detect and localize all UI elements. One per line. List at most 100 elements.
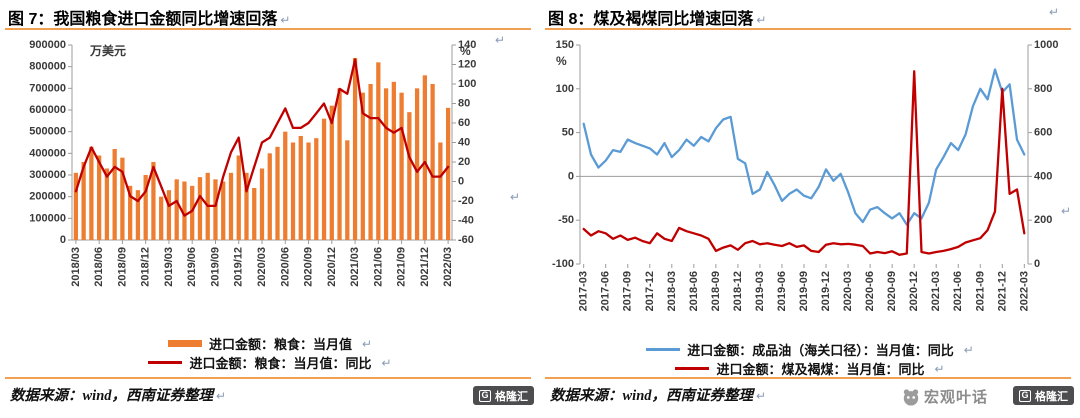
line-series-swatch — [675, 367, 710, 370]
svg-text:2019/09: 2019/09 — [209, 247, 221, 287]
line-break-mark: ↵ — [1049, 5, 1060, 19]
series-0-bar — [73, 58, 451, 241]
svg-text:2017-09: 2017-09 — [622, 271, 634, 311]
figure7-panel: 图 7：我国粮食进口金额同比增速回落 ↵ ↵ 0 100000 200000 30000… — [0, 11, 540, 405]
svg-text:2020/03: 2020/03 — [256, 247, 268, 287]
figure7-source: 数据来源：wind，西南证券整理 ↵ — [10, 384, 226, 405]
svg-text:2018-06: 2018-06 — [688, 271, 700, 311]
gelonghui-logo: G 格隆汇 — [473, 386, 534, 405]
y-axis-right-ticks: -60 -40 -20 0 20 40 60 80 100 120 140 — [452, 39, 476, 246]
figure8-source: 数据来源：wind，西南证券整理 ↵ — [550, 384, 766, 405]
svg-text:100000: 100000 — [29, 212, 66, 224]
figure8-panel: 图 8：煤及褐煤同比增速回落 ↵ ↵ -100 -50 0 50 100 150 0 200 40… — [540, 0, 1080, 418]
svg-text:800: 800 — [1034, 83, 1052, 95]
svg-text:400000: 400000 — [29, 147, 66, 159]
svg-text:2018/03: 2018/03 — [70, 247, 82, 287]
svg-text:2019-09: 2019-09 — [798, 271, 810, 311]
svg-text:120: 120 — [458, 59, 476, 71]
svg-text:200: 200 — [1034, 214, 1052, 226]
svg-text:2020/06: 2020/06 — [279, 247, 291, 287]
source-text: 数据来源：wind，西南证券整理 — [550, 388, 754, 404]
svg-text:-20: -20 — [458, 195, 474, 207]
svg-text:600000: 600000 — [29, 104, 66, 116]
hongguanyehua-watermark: 宏观叶话 — [902, 386, 988, 407]
bar-series-swatch — [167, 340, 202, 347]
line-break-mark: ↵ — [1061, 204, 1072, 218]
svg-text:2021-09: 2021-09 — [974, 271, 986, 311]
coal-import-chart: -100 -50 0 50 100 150 0 200 400 600 800 1000 2017-03… — [552, 39, 1059, 311]
source-text: 数据来源：wind，西南证券整理 — [10, 388, 214, 404]
svg-text:2017-12: 2017-12 — [644, 271, 656, 311]
gelonghui-brand-text: 格隆汇 — [1035, 390, 1068, 403]
svg-text:%: % — [556, 54, 567, 68]
figure7-title: 图 7：我国粮食进口金额同比增速回落 — [8, 11, 278, 28]
svg-text:2020/09: 2020/09 — [303, 247, 315, 287]
svg-text:0: 0 — [568, 170, 574, 182]
svg-text:1000: 1000 — [1034, 39, 1058, 51]
svg-text:900000: 900000 — [29, 39, 66, 51]
divider-line-top — [545, 28, 1071, 30]
series-1-line — [582, 70, 1026, 256]
figure8-title-row: 图 8：煤及褐煤同比增速回落 ↵ — [548, 5, 766, 29]
svg-text:0: 0 — [60, 234, 66, 246]
gelonghui-g-icon: G — [479, 389, 491, 402]
line-break-mark: ↵ — [963, 342, 974, 357]
legend-label: 进口金额：粮食：当月值 — [208, 337, 352, 352]
svg-text:-60: -60 — [458, 234, 474, 246]
svg-text:2021-12: 2021-12 — [996, 271, 1008, 311]
line-break-mark: ↵ — [495, 33, 506, 47]
grain-import-chart: 0 100000 200000 300000 400000 500000 600000 700… — [29, 39, 476, 287]
line-break-mark: ↵ — [280, 13, 291, 27]
axis-unit-labels: 万美元% — [89, 43, 471, 58]
legend-label: 进口金额：成品油（海关口径）：当月值：同比 — [687, 343, 954, 358]
svg-text:140: 140 — [458, 39, 476, 51]
svg-text:100: 100 — [556, 83, 574, 95]
legend-item-coal-yoy: 进口金额：煤及褐煤：当月值：同比 ↵ — [540, 359, 1080, 378]
svg-text:400: 400 — [1034, 170, 1052, 182]
divider-line-bottom — [5, 377, 531, 379]
svg-text:2021/09: 2021/09 — [396, 247, 408, 287]
line-series-swatch — [646, 348, 681, 351]
svg-text:2022/03: 2022/03 — [442, 247, 454, 287]
legend-item-grain-yoy: 进口金额：粮食：当月值：同比 ↵ — [0, 353, 540, 372]
svg-text:2020/12: 2020/12 — [326, 247, 338, 287]
figure8-title: 图 8：煤及褐煤同比增速回落 — [548, 11, 754, 28]
svg-text:2019-03: 2019-03 — [754, 271, 766, 311]
svg-text:-50: -50 — [558, 214, 574, 226]
x-axis-labels: 2017-03 2017-06 2017-09 2017-12 2018-03 2018-… — [578, 264, 1030, 311]
svg-text:2020-06: 2020-06 — [864, 271, 876, 311]
line-break-mark: ↵ — [216, 389, 227, 403]
svg-text:600: 600 — [1034, 127, 1052, 139]
svg-text:2021-06: 2021-06 — [952, 271, 964, 311]
series-1-line — [74, 58, 450, 217]
svg-text:2019/12: 2019/12 — [233, 247, 245, 287]
axis-unit-labels: % — [556, 54, 567, 68]
hongguanyehua-text: 宏观叶话 — [923, 389, 988, 406]
svg-text:2020-03: 2020-03 — [842, 271, 854, 311]
svg-text:2018/06: 2018/06 — [93, 247, 105, 287]
svg-text:200000: 200000 — [29, 191, 66, 203]
legend-item-oil-yoy: 进口金额：成品油（海关口径）：当月值：同比 ↵ — [540, 340, 1080, 359]
svg-text:%: % — [460, 44, 471, 58]
svg-text:2021/06: 2021/06 — [372, 247, 384, 287]
y-axis-left-ticks: -100 -50 0 50 100 150 — [552, 39, 580, 270]
svg-text:2021/12: 2021/12 — [419, 247, 431, 287]
line-break-mark: ↵ — [934, 361, 945, 376]
hongguanyehua-logo-icon — [903, 388, 919, 406]
svg-text:20: 20 — [458, 156, 470, 168]
svg-text:-40: -40 — [458, 215, 474, 227]
line-break-mark: ↵ — [381, 355, 392, 370]
figure7-legend: 进口金额：粮食：当月值 ↵ 进口金额：粮食：当月值：同比 ↵ — [0, 334, 540, 372]
svg-text:2019-12: 2019-12 — [820, 271, 832, 311]
svg-text:50: 50 — [562, 127, 574, 139]
svg-text:40: 40 — [458, 137, 470, 149]
svg-text:300000: 300000 — [29, 169, 66, 181]
svg-text:万美元: 万美元 — [89, 43, 126, 58]
x-axis-labels: 2018/03 2018/06 2018/09 2018/12 2019/03 2019/… — [70, 240, 454, 287]
svg-text:2018/09: 2018/09 — [116, 247, 128, 287]
line-series-swatch — [148, 361, 183, 364]
divider-line-bottom — [545, 377, 1071, 379]
svg-text:100: 100 — [458, 78, 476, 90]
figure8-legend: 进口金额：成品油（海关口径）：当月值：同比 ↵ 进口金额：煤及褐煤：当月值：同比… — [540, 340, 1080, 378]
